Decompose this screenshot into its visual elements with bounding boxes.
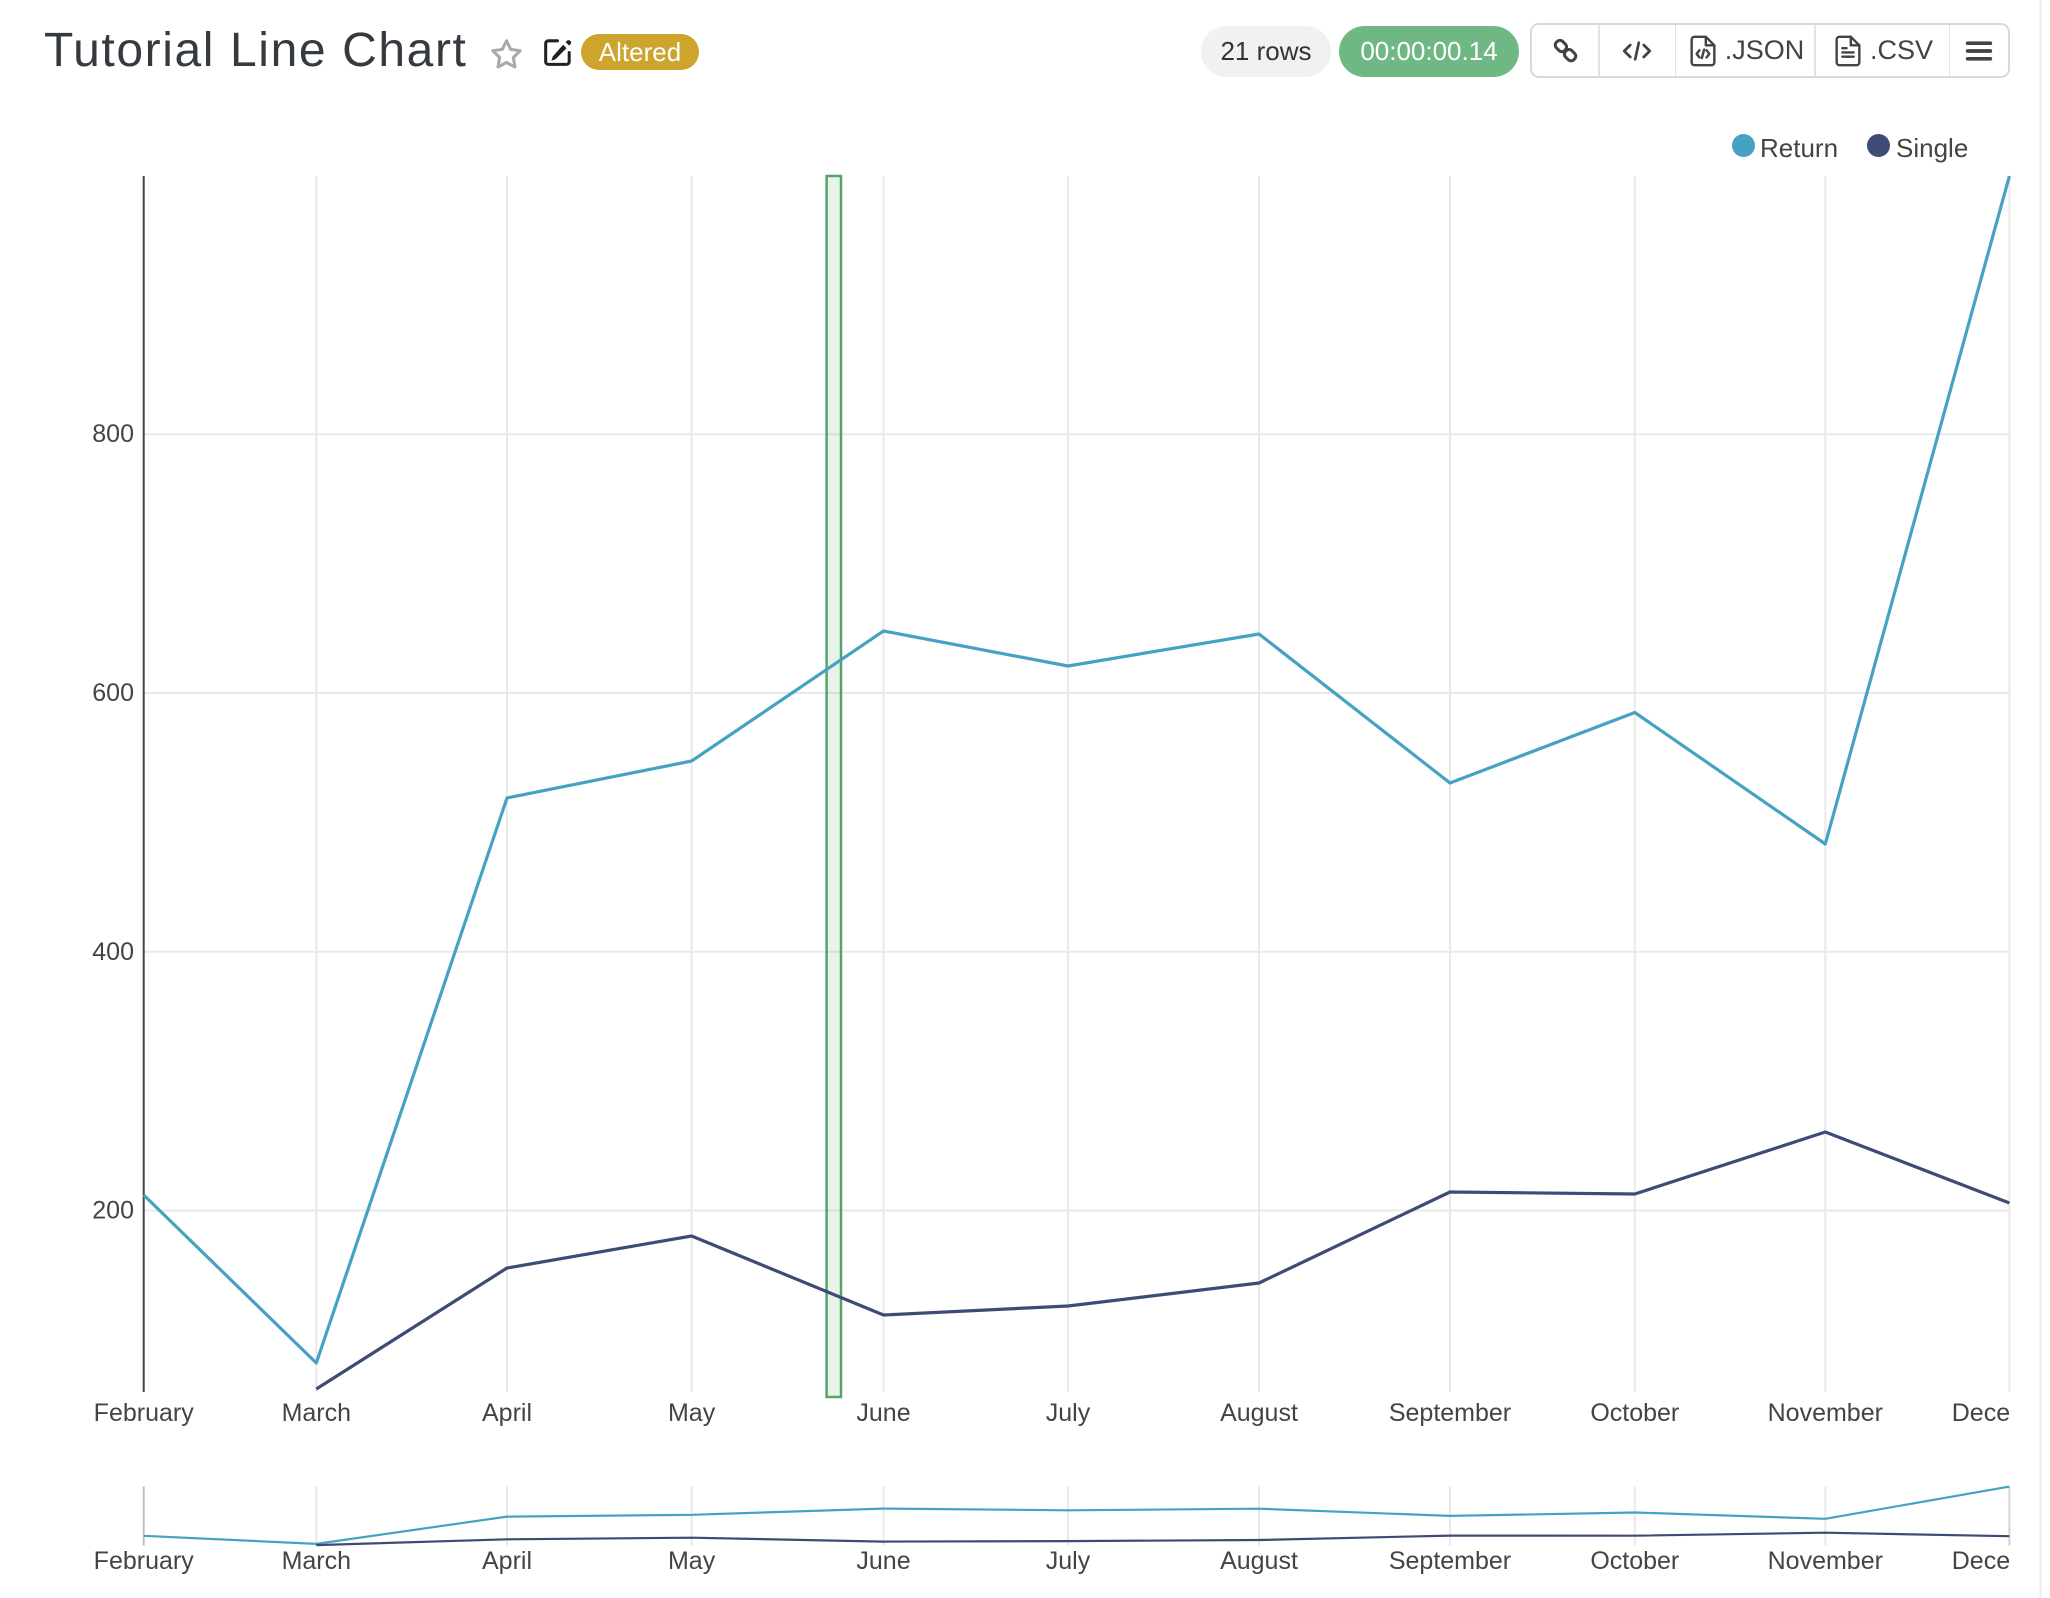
svg-text:May: May	[668, 1399, 716, 1427]
svg-text:May: May	[668, 1547, 716, 1575]
svg-text:March: March	[282, 1547, 351, 1575]
svg-text:November: November	[1768, 1399, 1883, 1427]
svg-text:July: July	[1046, 1547, 1091, 1575]
svg-text:February: February	[94, 1547, 195, 1575]
svg-text:December: December	[1952, 1547, 2050, 1575]
svg-text:February: February	[94, 1399, 195, 1427]
svg-text:August: August	[1220, 1399, 1298, 1427]
svg-text:400: 400	[92, 938, 134, 966]
svg-text:October: October	[1590, 1547, 1679, 1575]
svg-text:800: 800	[92, 420, 134, 448]
svg-text:600: 600	[92, 679, 134, 707]
svg-text:October: October	[1590, 1399, 1679, 1427]
svg-text:June: June	[856, 1399, 910, 1427]
svg-text:June: June	[856, 1547, 910, 1575]
svg-text:November: November	[1768, 1547, 1883, 1575]
svg-text:July: July	[1046, 1399, 1091, 1427]
svg-text:200: 200	[92, 1197, 134, 1225]
svg-text:September: September	[1389, 1399, 1511, 1427]
svg-text:September: September	[1389, 1547, 1511, 1575]
svg-text:March: March	[282, 1399, 351, 1427]
svg-text:December: December	[1952, 1399, 2050, 1427]
svg-text:August: August	[1220, 1547, 1298, 1575]
svg-text:April: April	[482, 1399, 532, 1427]
svg-text:April: April	[482, 1547, 532, 1575]
